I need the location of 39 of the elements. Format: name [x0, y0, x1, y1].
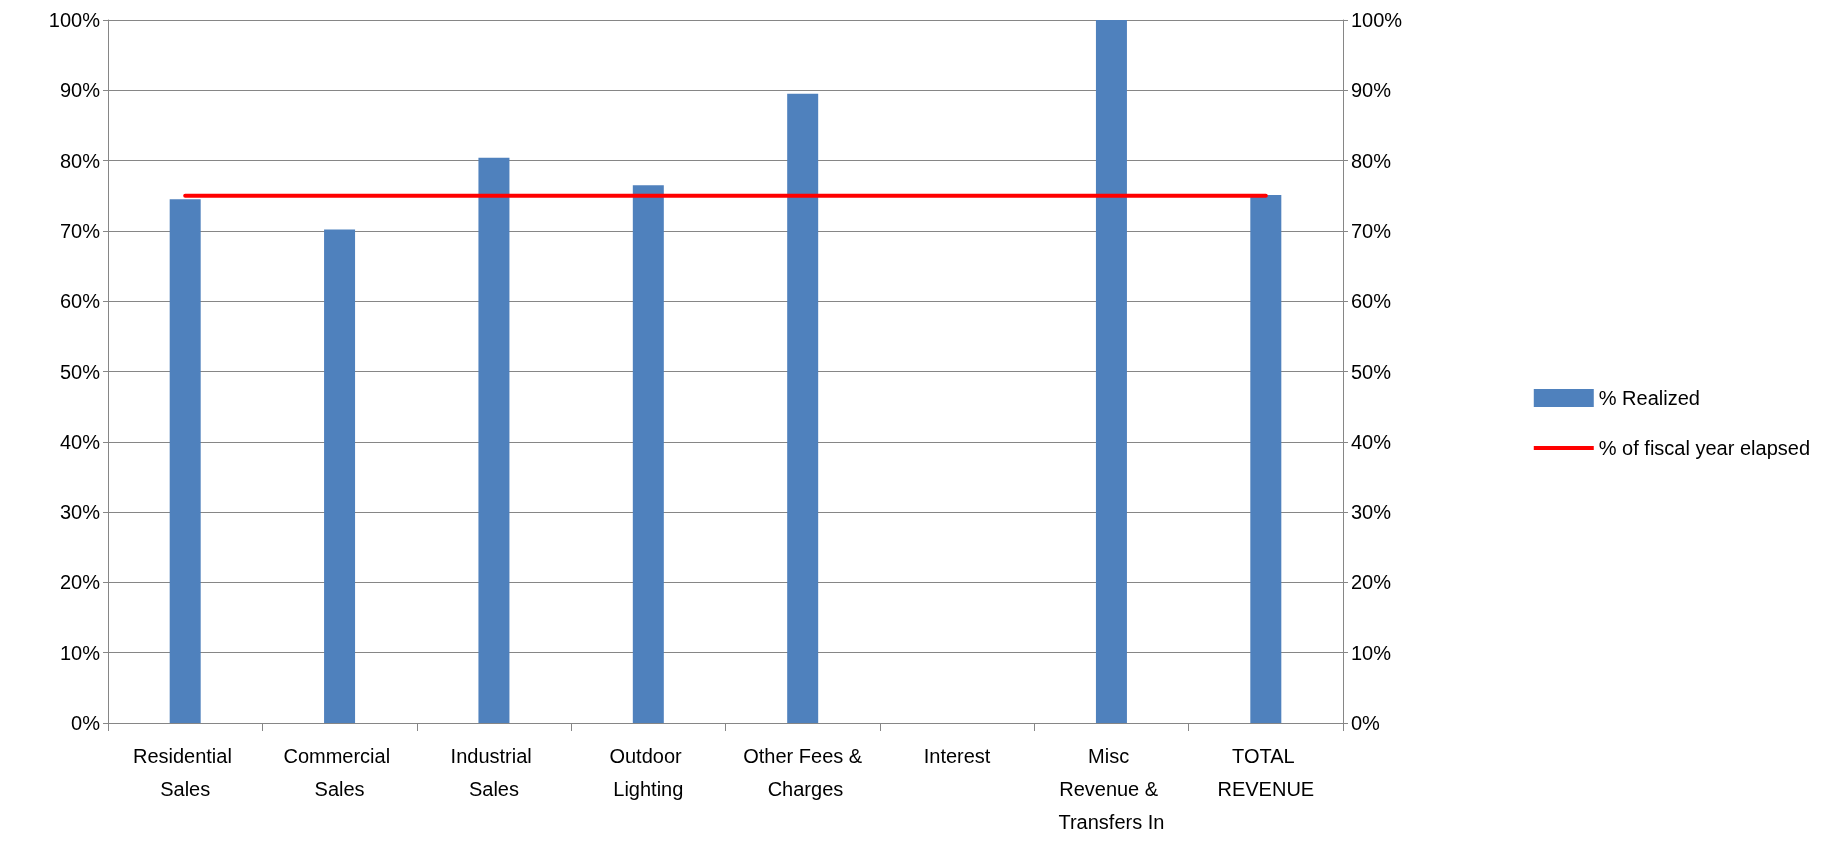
x-tick-label: Industrial Sales: [450, 744, 538, 800]
bar: [1250, 195, 1282, 723]
y2-tick-label: 40%: [1351, 430, 1392, 453]
y2-tick-label: 100%: [1351, 9, 1403, 31]
y-tick-label: 30%: [59, 501, 101, 524]
legend-label: % of fiscal year elapsed: [1598, 437, 1811, 459]
y2-tick-label: 10%: [1351, 641, 1392, 664]
x-tick-label: Other Fees & Charges: [743, 744, 863, 800]
x-tick-label: Interest: [923, 744, 991, 767]
y-tick-label: 10%: [59, 641, 101, 664]
y-tick-label: 20%: [59, 571, 101, 594]
bar: [324, 229, 356, 723]
y-tick-label: 60%: [59, 290, 101, 313]
y2-tick-label: 90%: [1351, 79, 1392, 102]
bar: [787, 93, 819, 723]
y-tick-label: 40%: [59, 430, 101, 453]
x-tick-label: Commercial Sales: [283, 744, 396, 800]
y2-tick-label: 20%: [1351, 571, 1392, 594]
y-tick-label: 100%: [48, 9, 101, 31]
bar: [1095, 20, 1127, 723]
y-tick-label: 0%: [71, 712, 101, 734]
y2-tick-label: 70%: [1351, 219, 1392, 242]
legend-label: % Realized: [1598, 387, 1700, 409]
y-tick-label: 50%: [59, 360, 101, 383]
bar: [169, 199, 201, 723]
y2-tick-label: 50%: [1351, 360, 1392, 383]
y2-tick-label: 60%: [1351, 290, 1392, 313]
x-tick-label: Residential Sales: [132, 744, 238, 800]
y2-tick-label: 0%: [1351, 712, 1381, 734]
y-tick-label: 70%: [59, 219, 101, 242]
y2-tick-label: 80%: [1351, 149, 1392, 172]
y2-tick-label: 30%: [1351, 501, 1392, 524]
bar: [632, 185, 664, 723]
y-tick-label: 80%: [59, 149, 101, 172]
x-tick-label: Outdoor Lighting: [609, 744, 688, 800]
x-tick-label: Misc Revenue & Transfers In: [1058, 744, 1165, 833]
bar: [478, 157, 510, 723]
x-tick-label: TOTAL REVENUE: [1217, 744, 1315, 800]
y-tick-label: 90%: [59, 79, 101, 102]
